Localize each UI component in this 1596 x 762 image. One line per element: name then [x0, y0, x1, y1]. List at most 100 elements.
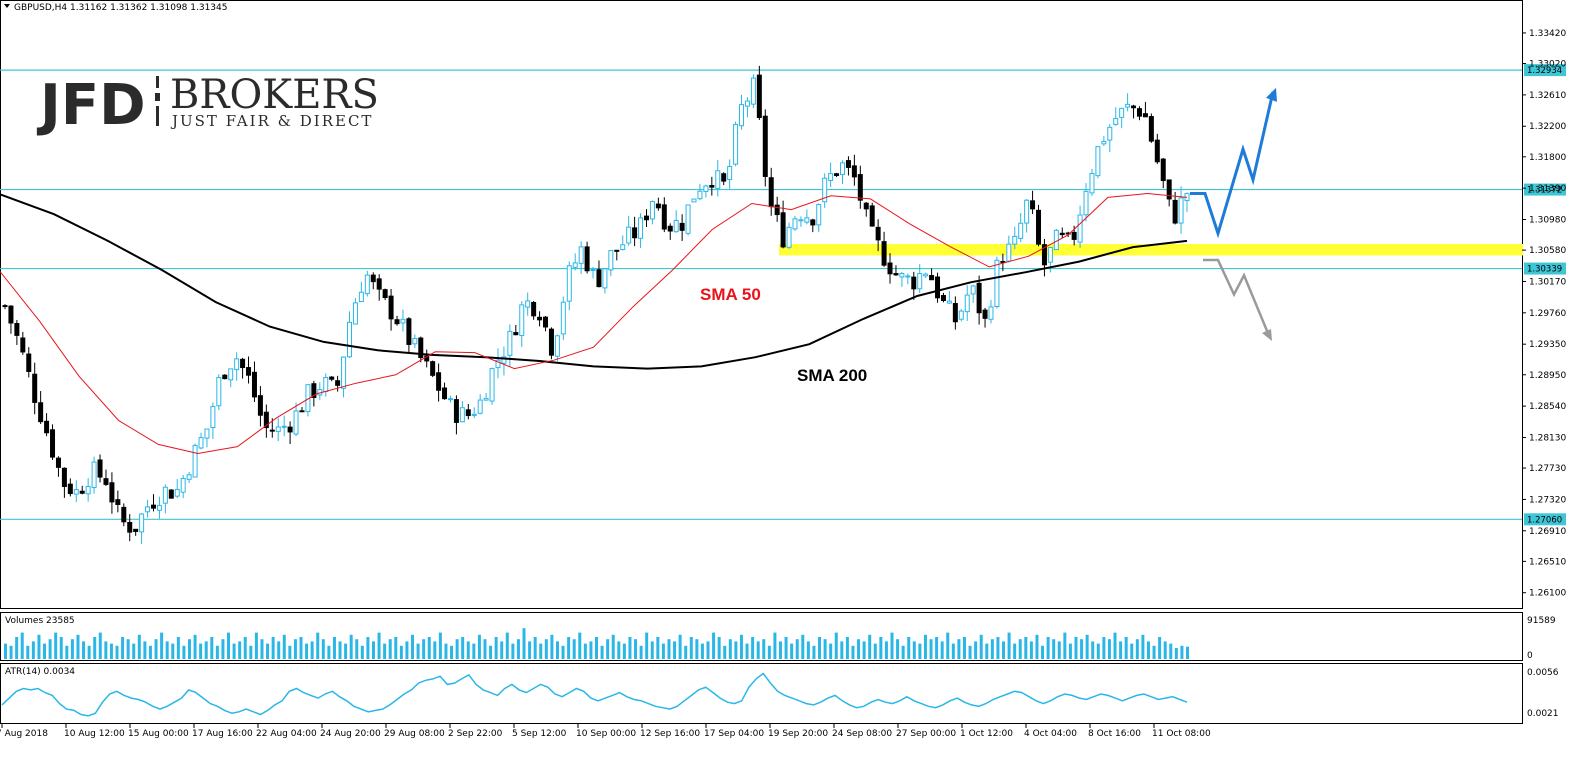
level-price-tag	[1524, 262, 1566, 275]
volume-bar	[628, 637, 632, 659]
volume-bar	[37, 634, 41, 659]
volume-bar	[422, 639, 426, 659]
bull-candle	[727, 166, 733, 181]
bull-candle	[626, 226, 632, 244]
volume-bar	[54, 632, 58, 659]
bull-candle	[1018, 222, 1024, 239]
volume-bar	[1018, 639, 1022, 659]
volume-bar	[15, 637, 19, 659]
volume-bar	[1107, 639, 1111, 659]
sma50-line	[0, 192, 1188, 455]
volume-bar	[946, 632, 950, 659]
bull-candle	[495, 359, 501, 369]
volume-bar	[522, 628, 526, 659]
volume-bar	[232, 643, 236, 659]
bull-candle	[174, 488, 180, 497]
bull-candle	[608, 250, 614, 271]
bear-candle	[756, 74, 762, 118]
bear-candle	[863, 202, 869, 210]
volume-bar	[1002, 641, 1006, 659]
volume-axis-min: 0	[1527, 651, 1533, 661]
volume-bar	[979, 634, 983, 659]
bear-candle	[513, 332, 519, 336]
time-tick-label: 2 Sep 22:00	[448, 729, 503, 739]
level-price-tag	[1524, 64, 1566, 77]
bear-candle	[1131, 105, 1137, 109]
moving-averages-layer	[0, 192, 1188, 455]
volume-bar	[1063, 632, 1067, 659]
bear-candle	[329, 376, 335, 380]
volume-bar	[756, 641, 760, 659]
bull-candle	[923, 273, 929, 277]
volume-bar	[59, 637, 63, 659]
bull-candle	[192, 444, 198, 478]
bear-candle	[44, 420, 50, 434]
bear-candle	[1142, 113, 1148, 118]
price-tick-label: 1.28950	[1529, 371, 1566, 381]
volume-bar	[1074, 637, 1078, 659]
bear-candle	[810, 219, 816, 226]
volume-bar	[996, 637, 1000, 659]
price-tick-label: 1.26910	[1529, 527, 1566, 537]
volume-bar	[137, 634, 141, 659]
bear-candle	[881, 241, 887, 266]
volume-bar	[974, 641, 978, 659]
volume-bar	[450, 645, 454, 659]
volume-bar	[578, 632, 582, 659]
volume-bar	[427, 637, 431, 659]
volume-bar	[48, 639, 52, 659]
volume-bar	[154, 639, 158, 659]
volume-bar	[572, 639, 576, 659]
volume-bar	[851, 645, 855, 659]
volume-bar	[595, 637, 598, 659]
bear-candle	[845, 160, 851, 168]
volume-bar	[717, 637, 721, 659]
volume-bar	[293, 639, 297, 659]
volume-bar	[1013, 643, 1017, 659]
volume-bar	[896, 639, 900, 659]
volume-bar	[533, 637, 537, 659]
volume-bar	[171, 643, 175, 659]
volume-bar	[600, 645, 604, 659]
collapse-triangle-icon[interactable]	[4, 4, 10, 8]
volume-bar	[1035, 634, 1039, 659]
volume-bar	[806, 641, 810, 659]
time-tick-label: 11 Oct 08:00	[1152, 729, 1211, 739]
bull-candle	[1012, 235, 1018, 245]
main-pane-frame	[0, 0, 1523, 609]
bear-candle	[1071, 231, 1077, 240]
bear-candle	[1172, 199, 1178, 224]
time-tick-label: 15 Aug 00:00	[128, 729, 189, 739]
bull-candle	[560, 301, 566, 335]
volume-bar	[985, 643, 989, 659]
bear-candle	[287, 426, 293, 433]
bear-candle	[1036, 209, 1042, 245]
volume-bar	[762, 639, 766, 659]
bull-candle	[638, 217, 644, 239]
volume-bar	[550, 634, 554, 659]
volume-bar	[477, 634, 481, 659]
volume-bar	[539, 643, 543, 659]
bear-candle	[263, 411, 269, 429]
bull-candle	[917, 273, 923, 290]
bear-candle	[869, 205, 875, 227]
volume-bar	[87, 645, 91, 659]
volume-bar	[93, 637, 97, 659]
bull-candle	[216, 377, 222, 407]
support-zone-rect	[779, 244, 1523, 256]
bear-candle	[20, 337, 26, 353]
candles-layer	[2, 65, 1190, 544]
volume-bar	[9, 645, 13, 659]
volume-bar	[210, 637, 214, 659]
bull-candle	[186, 474, 192, 480]
bull-candle	[786, 226, 792, 248]
volume-bar	[951, 643, 955, 659]
bear-candle	[97, 459, 103, 478]
bull-candle	[750, 77, 756, 105]
volume-bar	[377, 632, 381, 659]
volume-bar	[1174, 648, 1178, 659]
bull-candle	[697, 190, 703, 200]
volume-axis-max: 91589	[1527, 616, 1556, 626]
bear-candle	[543, 316, 549, 328]
bull-candle	[358, 291, 364, 303]
